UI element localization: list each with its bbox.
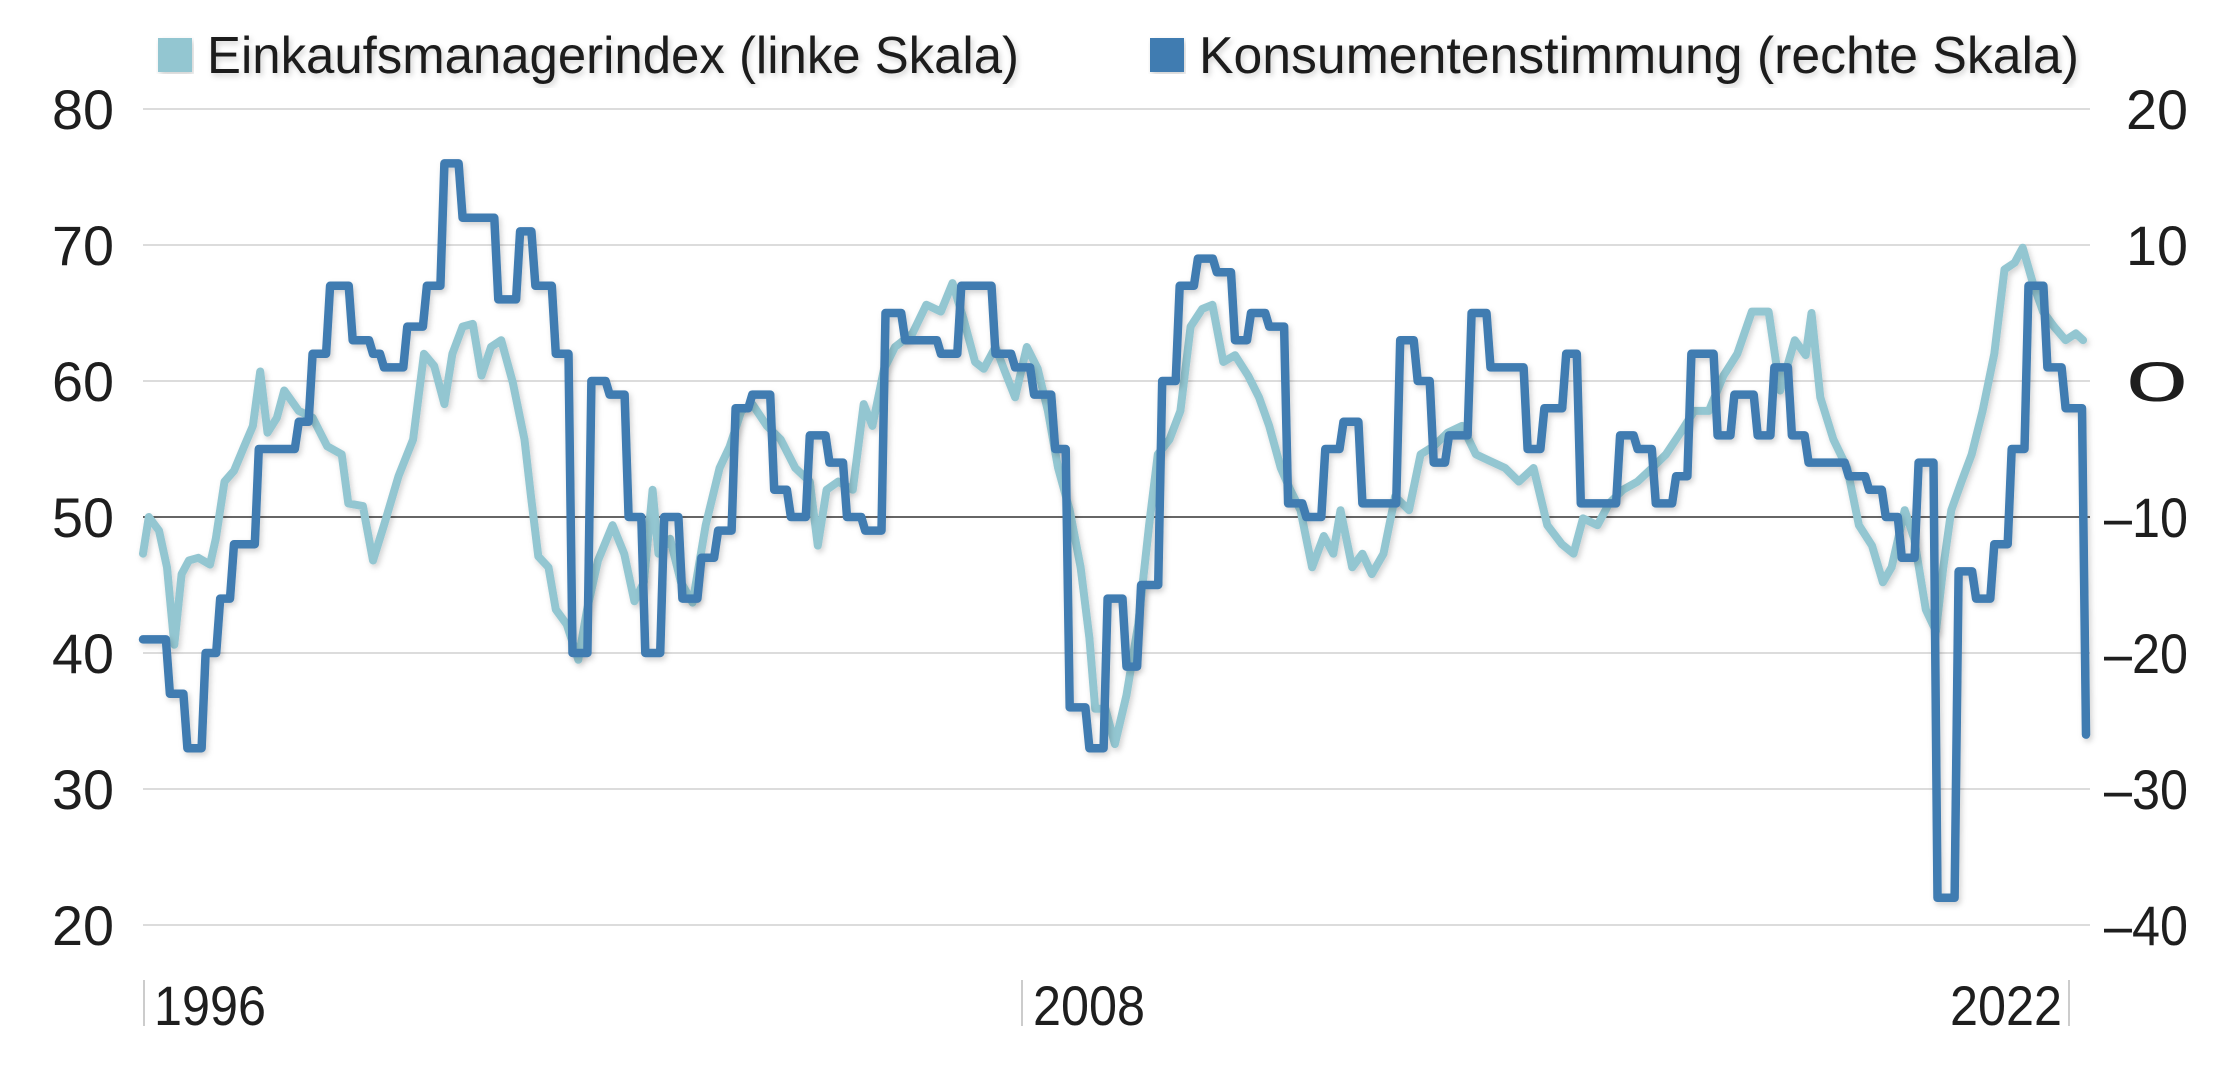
right-tick-label: 0 <box>2126 350 2188 413</box>
legend-label-pmi: Einkaufsmanagerindex (linke Skala) <box>207 27 1019 85</box>
left-tick-label: 20 <box>52 894 114 957</box>
left-tick-label: 80 <box>52 78 114 141</box>
left-tick-label: 50 <box>52 486 114 549</box>
right-tick-label: –10 <box>2104 486 2188 549</box>
legend-label-consumer: Konsumentenstimmung (rechte Skala) <box>1199 27 2079 85</box>
x-axis-ticks: 1996 2008 2022 <box>143 974 2070 1037</box>
left-axis-ticks: 80 70 60 50 40 30 20 <box>52 78 114 957</box>
legend: Einkaufsmanagerindex (linke Skala) Konsu… <box>158 27 2079 85</box>
gridlines <box>143 108 2090 926</box>
left-tick-label: 60 <box>52 350 114 413</box>
right-tick-label: –30 <box>2104 758 2188 821</box>
right-tick-label: 20 <box>2126 78 2188 141</box>
x-tick-label: 2008 <box>1033 974 1145 1037</box>
legend-swatch-consumer <box>1150 38 1184 72</box>
right-tick-label: 10 <box>2126 214 2188 277</box>
x-tick-label: 2022 <box>1950 974 2062 1037</box>
right-axis-ticks: 20 10 0 –10 –20 –30 –40 <box>2104 78 2188 957</box>
right-tick-label: –40 <box>2104 894 2188 957</box>
right-tick-label: –20 <box>2104 622 2188 685</box>
series-line-konsumentenstimmung <box>138 159 2091 903</box>
legend-swatch-pmi <box>158 38 192 72</box>
left-tick-label: 30 <box>52 758 114 821</box>
left-tick-label: 70 <box>52 214 114 277</box>
x-tick-label: 1996 <box>154 974 266 1037</box>
series-line-einkaufsmanagerindex <box>139 243 2088 749</box>
series-lines <box>138 159 2091 903</box>
left-tick-label: 40 <box>52 622 114 685</box>
